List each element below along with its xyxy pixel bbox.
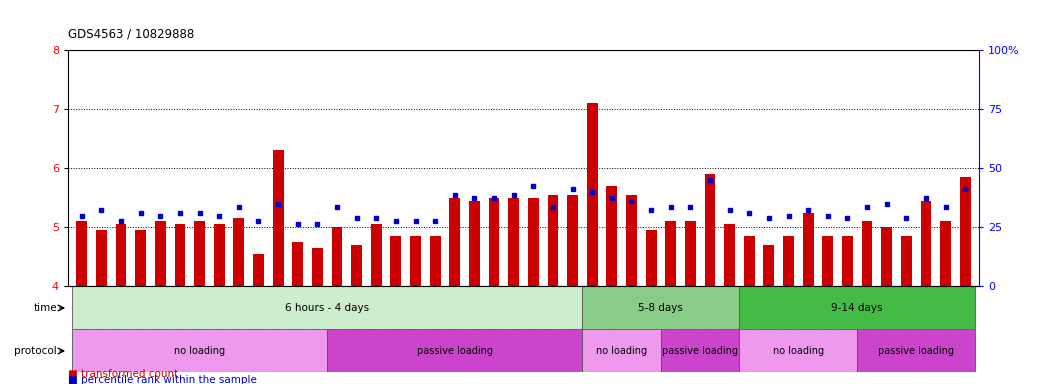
Bar (862, 222, 872, 286)
Bar (429, 236, 441, 286)
Text: GDS4563 / 10829888: GDS4563 / 10829888 (68, 27, 195, 40)
Bar (351, 245, 362, 286)
Bar (661, 329, 739, 372)
Bar (194, 222, 205, 286)
Bar (920, 201, 932, 286)
Bar (449, 198, 461, 286)
Bar (665, 222, 676, 286)
Bar (900, 236, 912, 286)
Text: no loading: no loading (174, 346, 225, 356)
Bar (882, 227, 892, 286)
Bar (725, 224, 735, 286)
Bar (332, 227, 342, 286)
Bar (606, 186, 618, 286)
Bar (72, 329, 327, 372)
Bar (272, 151, 284, 286)
Bar (115, 224, 127, 286)
Bar (743, 236, 755, 286)
Bar (646, 230, 656, 286)
Bar (803, 213, 814, 286)
Bar (763, 245, 775, 286)
Bar (582, 329, 661, 372)
Text: ■ percentile rank within the sample: ■ percentile rank within the sample (68, 375, 257, 384)
Text: passive loading: passive loading (662, 346, 738, 356)
Bar (960, 177, 971, 286)
Bar (582, 286, 739, 329)
Bar (685, 222, 696, 286)
Bar (528, 198, 539, 286)
Bar (739, 286, 975, 329)
Text: 9-14 days: 9-14 days (831, 303, 883, 313)
Bar (842, 236, 853, 286)
Bar (508, 198, 519, 286)
Bar (567, 195, 578, 286)
Bar (253, 254, 264, 286)
Bar (857, 329, 975, 372)
Bar (76, 222, 87, 286)
Bar (705, 174, 715, 286)
Bar (822, 236, 833, 286)
Bar (586, 103, 598, 286)
Bar (327, 329, 582, 372)
Bar (739, 329, 857, 372)
Bar (940, 222, 951, 286)
Bar (135, 230, 147, 286)
Bar (548, 195, 558, 286)
Text: no loading: no loading (773, 346, 824, 356)
Bar (96, 230, 107, 286)
Text: time: time (34, 303, 58, 313)
Bar (783, 236, 794, 286)
Text: 5-8 days: 5-8 days (639, 303, 684, 313)
Bar (371, 224, 382, 286)
Bar (155, 222, 165, 286)
Bar (214, 224, 225, 286)
Bar (292, 242, 304, 286)
Bar (489, 198, 499, 286)
Bar (72, 286, 582, 329)
Text: ■ transformed count: ■ transformed count (68, 369, 178, 379)
Bar (469, 201, 480, 286)
Text: no loading: no loading (596, 346, 647, 356)
Text: protocol: protocol (15, 346, 58, 356)
Text: 6 hours - 4 days: 6 hours - 4 days (285, 303, 370, 313)
Bar (233, 218, 244, 286)
Bar (175, 224, 185, 286)
Text: passive loading: passive loading (878, 346, 954, 356)
Bar (391, 236, 401, 286)
Bar (626, 195, 637, 286)
Text: passive loading: passive loading (417, 346, 493, 356)
Bar (312, 248, 322, 286)
Bar (410, 236, 421, 286)
